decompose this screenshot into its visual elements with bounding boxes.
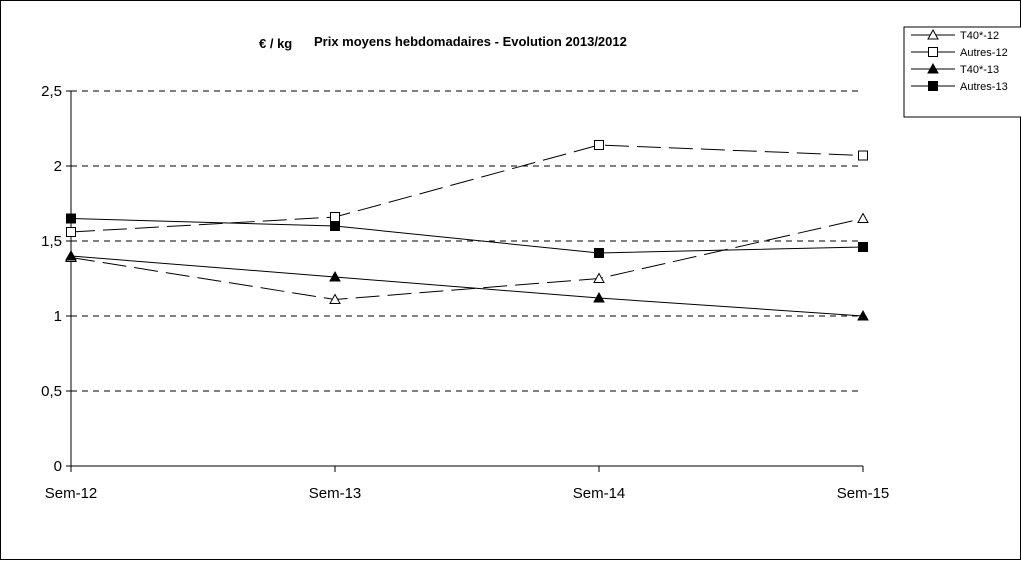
data-point — [594, 248, 604, 258]
series-3 — [65, 249, 869, 321]
data-point — [330, 221, 340, 231]
legend: T40*-12 Autres-12 T40*-13 Autres-13 — [903, 26, 1021, 118]
chart-title: Prix moyens hebdomadaires - Evolution 20… — [314, 34, 627, 49]
series-line — [70, 218, 864, 301]
y-axis-label: € / kg — [259, 36, 292, 51]
y-tick-label: 0 — [54, 458, 62, 475]
series-4 — [66, 213, 868, 258]
data-point — [857, 309, 869, 321]
data-point — [858, 242, 868, 252]
legend-label: T40*-13 — [960, 64, 999, 76]
series-line — [70, 218, 864, 254]
gridlines — [71, 90, 863, 392]
data-point — [858, 150, 868, 161]
legend-marker — [927, 62, 939, 74]
legend-box — [903, 26, 1021, 118]
data-point — [594, 140, 604, 150]
data-point — [66, 213, 76, 224]
axes: 0 0,5 1 1,5 2 2,5 Sem-12 Sem-13 Sem-14 Sem-15 — [41, 83, 889, 502]
series-line — [70, 144, 864, 233]
data-point — [593, 291, 605, 303]
x-tick-label: Sem-14 — [573, 485, 626, 502]
data-point — [329, 270, 341, 282]
series-1 — [65, 212, 869, 304]
legend-label: Autres-12 — [960, 47, 1008, 59]
y-tick-label: 1,5 — [41, 233, 62, 250]
legend-label: Autres-13 — [960, 81, 1008, 93]
y-tick-label: 0,5 — [41, 383, 62, 400]
x-tick-label: Sem-15 — [837, 485, 890, 502]
y-tick-label: 2 — [54, 158, 62, 175]
y-tick-label: 1 — [54, 308, 62, 325]
series-2 — [66, 140, 868, 237]
series-line — [70, 255, 864, 317]
data-point — [66, 227, 76, 237]
x-tick-label: Sem-12 — [45, 485, 98, 502]
series — [65, 140, 869, 321]
data-point — [857, 212, 869, 223]
legend-marker — [928, 47, 938, 57]
legend-marker — [927, 28, 939, 40]
data-point — [593, 272, 605, 283]
data-point — [330, 212, 340, 222]
legend-items: T40*-12 Autres-12 T40*-13 Autres-13 — [911, 28, 1008, 93]
legend-marker — [928, 81, 938, 91]
x-tick-label: Sem-13 — [309, 485, 362, 502]
data-point — [329, 293, 341, 304]
legend-label: T40*-12 — [960, 30, 999, 42]
y-tick-label: 2,5 — [41, 83, 62, 100]
data-point — [65, 249, 77, 261]
